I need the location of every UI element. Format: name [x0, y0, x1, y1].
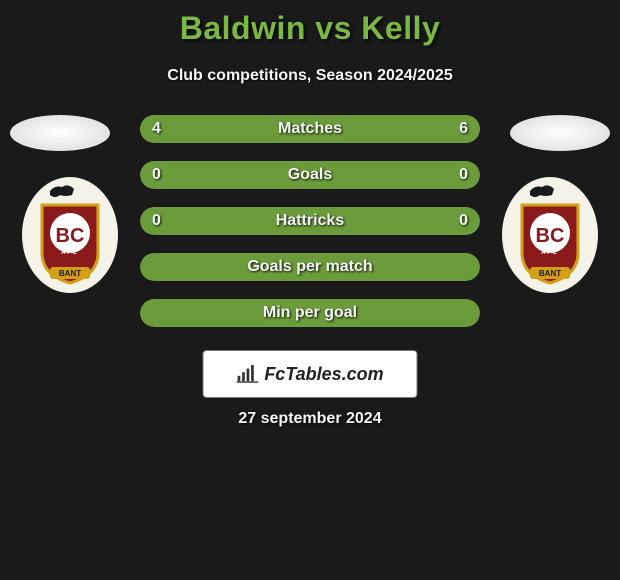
stat-bar: Min per goal [140, 299, 480, 327]
bar-label: Goals [140, 166, 480, 184]
bar-value-left: 4 [152, 120, 161, 138]
bar-value-right: 0 [459, 166, 468, 184]
stat-bars: Matches46Goals00Hattricks00Goals per mat… [140, 115, 480, 345]
svg-text:BC: BC [56, 225, 85, 247]
bar-value-left: 0 [152, 166, 161, 184]
bar-label: Hattricks [140, 212, 480, 230]
svg-text:BANT: BANT [539, 269, 561, 278]
svg-text:A F C: A F C [61, 250, 77, 256]
brand-label: FcTables.com [264, 364, 383, 385]
player-portrait-left [10, 115, 110, 151]
bar-label: Matches [140, 120, 480, 138]
player-portrait-right [510, 115, 610, 151]
bar-value-right: 0 [459, 212, 468, 230]
stat-bar: Matches4 6 [140, 115, 480, 143]
stat-bar: Goals per match [140, 253, 480, 281]
bar-label: Min per goal [140, 304, 480, 322]
svg-text:BANT: BANT [59, 269, 81, 278]
stat-bar: Hattricks0 0 [140, 207, 480, 235]
date-label: 27 september 2024 [0, 410, 620, 428]
svg-text:BC: BC [536, 225, 565, 247]
brand-box: FcTables.com [203, 350, 418, 398]
stat-bar: Goals0 0 [140, 161, 480, 189]
club-crest-icon: BC A F C BANT [500, 175, 600, 295]
subtitle: Club competitions, Season 2024/2025 [0, 67, 620, 85]
bar-label: Goals per match [140, 258, 480, 276]
svg-text:A F C: A F C [541, 250, 557, 256]
club-badge-right: BC A F C BANT [500, 175, 600, 295]
chart-bars-icon [236, 365, 258, 383]
page-title: Baldwin vs Kelly [0, 0, 620, 47]
club-crest-icon: BC A F C BANT [20, 175, 120, 295]
club-badge-left: BC A F C BANT [20, 175, 120, 295]
bar-value-left: 0 [152, 212, 161, 230]
bar-value-right: 6 [459, 120, 468, 138]
